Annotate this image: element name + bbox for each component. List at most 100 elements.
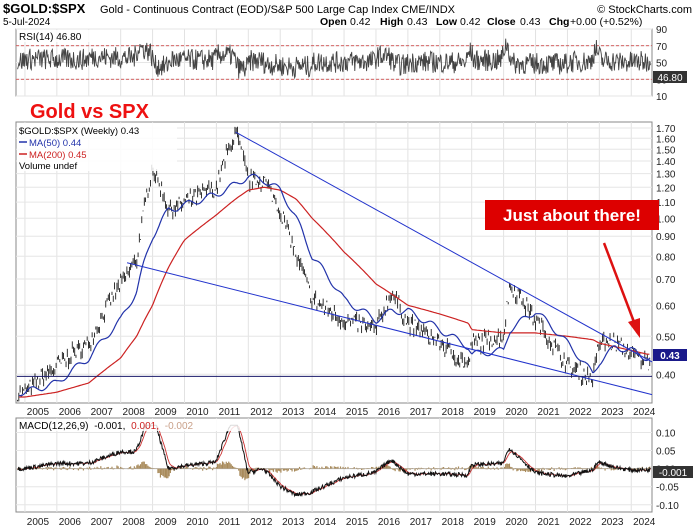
x-tick-label-main: 2016 [378, 407, 401, 418]
description-label: Gold - Continuous Contract (EOD)/S&P 500… [100, 4, 456, 16]
callout-text: Just about there! [503, 206, 641, 225]
x-tick-label-bottom: 2010 [186, 517, 209, 528]
rsi-tick-label: 90 [656, 25, 668, 36]
legend-price: $GOLD:$SPX (Weekly) 0.43 [19, 126, 139, 137]
x-tick-label-main: 2014 [314, 407, 337, 418]
rsi-last-value: 46.80 [657, 73, 682, 84]
open-label: Open [320, 16, 347, 28]
macd-tick-label: 0.05 [656, 447, 676, 458]
price-tick-label: 1.20 [656, 183, 676, 194]
rsi-tick-label: 10 [656, 92, 668, 103]
macd-legend-prefix: MACD(12,26,9) [19, 421, 88, 432]
rsi-legend: RSI(14) 46.80 [19, 32, 82, 43]
x-tick-label-main: 2020 [505, 407, 528, 418]
macd-legend-hist: -0.002 [165, 421, 194, 432]
price-bars [17, 126, 651, 402]
legend-ma50: MA(50) 0.44 [29, 138, 81, 149]
low-label: Low [436, 16, 458, 28]
x-tick-label-main: 2018 [442, 407, 465, 418]
macd-last-badge [653, 466, 693, 478]
x-tick-label-main: 2019 [474, 407, 497, 418]
date-label: 5-Jul-2024 [3, 17, 51, 28]
x-tick-label-bottom: 2017 [410, 517, 433, 528]
x-tick-label-bottom: 2011 [219, 517, 241, 528]
callout-box [485, 200, 659, 230]
x-tick-label-main: 2007 [91, 407, 114, 418]
x-tick-label-main: 2009 [154, 407, 177, 418]
macd-panel [15, 417, 653, 513]
x-tick-label-main: 2011 [219, 407, 241, 418]
x-axis-bottom: 2005 2006 2007 2008 2009 2010 2011 2012 2013 2014… [27, 517, 656, 528]
x-tick-label-bottom: 2005 [27, 517, 50, 528]
macd-tick-label: -0.05 [656, 483, 679, 494]
high-value: 0.43 [407, 16, 428, 28]
x-tick-label-main: 2017 [410, 407, 433, 418]
macd-tick-label: 0.10 [656, 428, 676, 439]
close-value: 0.43 [520, 16, 541, 28]
x-tick-label-bottom: 2023 [601, 517, 624, 528]
x-tick-label-bottom: 2016 [378, 517, 401, 528]
close-label: Close [487, 16, 516, 28]
x-tick-label-main: 2021 [537, 407, 560, 418]
x-tick-label-bottom: 2015 [346, 517, 369, 528]
x-tick-label-main: 2015 [346, 407, 369, 418]
legend-volume: Volume undef [19, 161, 77, 172]
macd-legend: MACD(12,26,9) -0.001, 0.001, -0.002 [19, 421, 194, 432]
x-tick-label-bottom: 2021 [537, 517, 560, 528]
price-tick-label: 1.00 [656, 214, 676, 225]
macd-line [17, 424, 651, 498]
price-tick-label: 1.40 [656, 157, 676, 168]
x-tick-label-main: 2013 [282, 407, 305, 418]
price-tick-label: 0.70 [656, 275, 676, 286]
chg-label: Chg [549, 16, 569, 28]
price-tick-label: 1.60 [656, 134, 676, 145]
price-tick-label: 0.90 [656, 232, 676, 243]
x-tick-label-bottom: 2022 [569, 517, 592, 528]
x-tick-label-main: 2012 [250, 407, 273, 418]
rsi-tick-label: 50 [656, 59, 668, 70]
chart-annotation-title: Gold vs SPX [30, 101, 150, 123]
x-tick-label-main: 2010 [186, 407, 209, 418]
low-value: 0.42 [460, 16, 481, 28]
rsi-tick-label: 70 [656, 42, 668, 53]
price-tick-label: 1.50 [656, 145, 676, 156]
x-tick-label-bottom: 2013 [282, 517, 305, 528]
x-tick-label-bottom: 2020 [505, 517, 528, 528]
x-tick-label-bottom: 2007 [91, 517, 114, 528]
callout-arrow [602, 242, 636, 323]
lower-trendline [126, 262, 653, 396]
x-tick-label-bottom: 2012 [250, 517, 273, 528]
x-tick-label-main: 2006 [59, 407, 82, 418]
rsi-last-badge [653, 71, 687, 83]
rsi-line [17, 38, 651, 80]
macd-tick-label: -0.10 [656, 501, 679, 512]
x-tick-label-bottom: 2006 [59, 517, 82, 528]
trendlines [16, 131, 653, 396]
rsi-axis: 9070503010 [656, 25, 668, 103]
ma50-line [19, 173, 651, 397]
chg-value: +0.00 (+0.52%) [570, 16, 642, 28]
price-last-value: 0.43 [660, 351, 680, 362]
price-tick-label: 0.40 [656, 370, 676, 381]
x-tick-label-main: 2008 [123, 407, 146, 418]
open-value: 0.42 [350, 16, 371, 28]
price-tick-label: 0.50 [656, 332, 676, 343]
high-label: High [380, 16, 403, 28]
main-legend: $GOLD:$SPX (Weekly) 0.43 MA(50) 0.44 MA(… [17, 123, 177, 172]
price-tick-label: 1.30 [656, 170, 676, 181]
x-tick-label-bottom: 2019 [474, 517, 497, 528]
upper-trendline [235, 131, 653, 363]
rsi-bands [16, 45, 652, 80]
price-tick-label: 0.80 [656, 252, 676, 263]
macd-legend-signal: 0.001, [131, 421, 159, 432]
price-tick-label: 0.60 [656, 301, 676, 312]
price-tick-label: 1.70 [656, 124, 676, 135]
x-tick-label-main: 2023 [601, 407, 624, 418]
x-tick-label-main: 2022 [569, 407, 592, 418]
x-tick-label-bottom: 2008 [123, 517, 146, 528]
macd-legend-macd: -0.001, [94, 421, 125, 432]
callout-arrowhead [628, 318, 640, 338]
ohlc-readout: Open 0.42 High 0.43 Low 0.42 Close 0.43 … [320, 16, 642, 28]
x-tick-label-main: 2005 [27, 407, 50, 418]
